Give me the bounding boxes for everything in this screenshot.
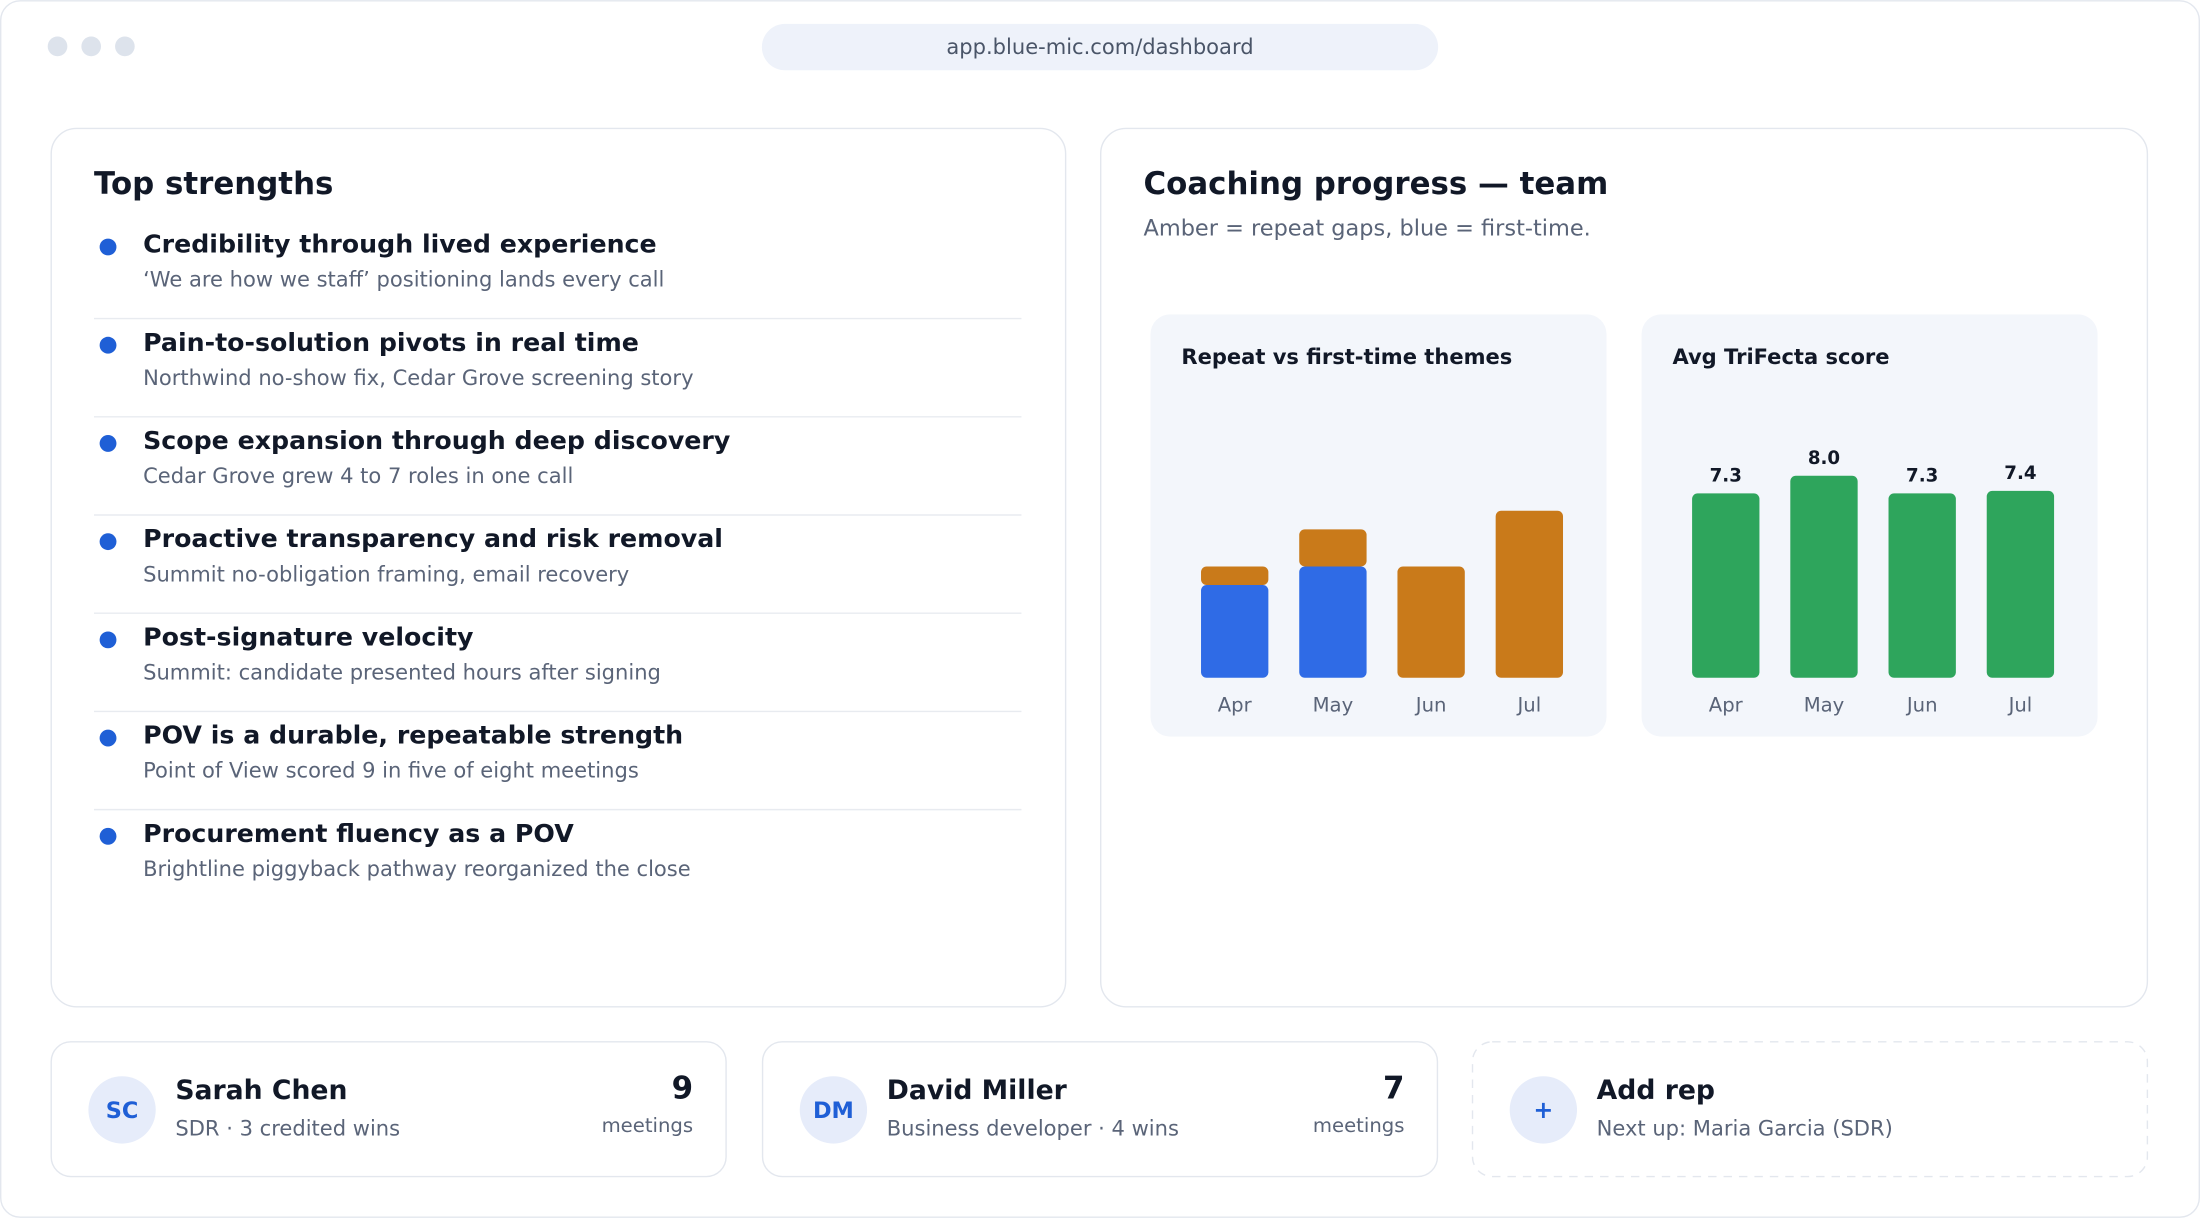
add-rep-card[interactable] bbox=[1471, 1041, 2149, 1178]
x-tick-label: Jun bbox=[1905, 693, 1938, 716]
strengths-card bbox=[50, 127, 1067, 1008]
add-rep-detail: Next up: Maria Garcia (SDR) bbox=[1597, 1116, 1893, 1141]
rep-card bbox=[761, 1041, 1439, 1178]
strength-title: Post-signature velocity bbox=[143, 622, 473, 651]
rep-detail: SDR · 3 credited wins bbox=[175, 1116, 400, 1141]
rep-count-label: meetings bbox=[602, 1114, 694, 1137]
chart-title: Avg TriFecta score bbox=[1672, 344, 1889, 369]
strength-detail: Northwind no-show fix, Cedar Grove scree… bbox=[143, 365, 693, 390]
avatar-initials: DM bbox=[813, 1098, 854, 1124]
window-dot[interactable] bbox=[81, 36, 102, 57]
bullet bbox=[99, 631, 117, 649]
rep-count: 9 bbox=[672, 1071, 693, 1107]
card-title: Top strengths bbox=[94, 166, 333, 202]
bar-segment bbox=[1299, 529, 1367, 567]
x-tick-label: Jul bbox=[2007, 693, 2033, 716]
bar-segment bbox=[1299, 566, 1367, 678]
rep-count-label: meetings bbox=[1313, 1114, 1405, 1137]
strength-detail: ‘We are how we staff’ positioning lands … bbox=[143, 267, 664, 292]
strength-detail: Point of View scored 9 in five of eight … bbox=[143, 758, 639, 783]
strength-title: Procurement fluency as a POV bbox=[143, 819, 574, 848]
strength-title: Pain-to-solution pivots in real time bbox=[143, 328, 639, 357]
url-bar[interactable] bbox=[761, 23, 1439, 71]
bar bbox=[1986, 490, 2055, 678]
rep-name: David Miller bbox=[887, 1075, 1068, 1106]
strength-title: Credibility through lived experience bbox=[143, 230, 657, 259]
strength-title: POV is a durable, repeatable strength bbox=[143, 721, 683, 750]
add-icon[interactable]: + bbox=[1533, 1096, 1553, 1124]
x-tick-label: Jul bbox=[1515, 693, 1541, 716]
x-tick-label: Apr bbox=[1218, 693, 1253, 716]
window-dot[interactable] bbox=[115, 36, 135, 57]
bar bbox=[1888, 493, 1956, 678]
bullet bbox=[99, 336, 117, 354]
bullet bbox=[99, 827, 117, 845]
bullet bbox=[99, 435, 117, 452]
x-tick-label: Jun bbox=[1414, 693, 1447, 716]
bar-segment bbox=[1495, 510, 1564, 678]
strength-title: Scope expansion through deep discovery bbox=[143, 426, 730, 455]
avatar bbox=[88, 1076, 156, 1144]
url: app.blue-mic.com/dashboard bbox=[946, 34, 1253, 59]
bullet bbox=[99, 238, 117, 256]
bar bbox=[1790, 475, 1858, 678]
strength-detail: Summit no-obligation framing, email reco… bbox=[143, 561, 629, 586]
chart-title: Repeat vs first-time themes bbox=[1181, 344, 1512, 369]
value-label: 7.3 bbox=[1710, 466, 1742, 487]
bar-segment bbox=[1201, 566, 1269, 585]
x-tick-label: Apr bbox=[1709, 693, 1744, 716]
bar-segment bbox=[1201, 584, 1269, 678]
strength-detail: Brightline piggyback pathway reorganized… bbox=[143, 856, 691, 881]
bar bbox=[1692, 493, 1760, 678]
avatar bbox=[799, 1076, 868, 1144]
rep-detail: Business developer · 4 wins bbox=[887, 1116, 1179, 1141]
rep-name: Sarah Chen bbox=[175, 1075, 347, 1106]
bullet bbox=[99, 729, 117, 747]
card-subtitle: Amber = repeat gaps, blue = first-time. bbox=[1143, 215, 1590, 241]
strength-title: Proactive transparency and risk removal bbox=[143, 524, 723, 553]
rep-count: 7 bbox=[1383, 1071, 1404, 1107]
strength-detail: Cedar Grove grew 4 to 7 roles in one cal… bbox=[143, 463, 573, 488]
x-tick-label: May bbox=[1313, 693, 1354, 716]
window-dot[interactable] bbox=[47, 36, 68, 57]
x-tick-label: May bbox=[1804, 693, 1845, 716]
avatar-initials: SC bbox=[106, 1098, 139, 1124]
value-label: 7.4 bbox=[2004, 463, 2036, 484]
add-rep-title[interactable]: Add rep bbox=[1597, 1075, 1715, 1106]
bar-segment bbox=[1397, 566, 1465, 678]
value-label: 7.3 bbox=[1906, 466, 1938, 487]
strength-detail: Summit: candidate presented hours after … bbox=[143, 660, 661, 685]
add-icon-bg[interactable] bbox=[1509, 1076, 1578, 1144]
rep-card bbox=[50, 1041, 727, 1178]
value-label: 8.0 bbox=[1808, 448, 1840, 469]
bullet bbox=[99, 533, 117, 551]
card-title: Coaching progress — team bbox=[1143, 166, 1608, 202]
